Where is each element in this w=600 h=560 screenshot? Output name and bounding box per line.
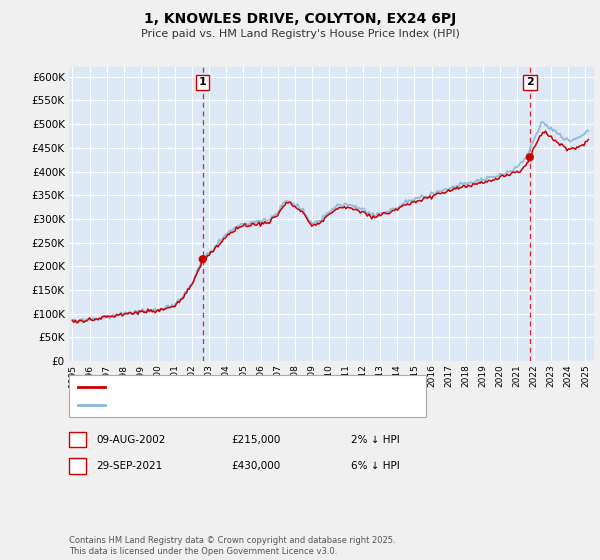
Text: 1: 1 xyxy=(74,435,81,445)
Text: Contains HM Land Registry data © Crown copyright and database right 2025.
This d: Contains HM Land Registry data © Crown c… xyxy=(69,536,395,556)
Text: 1: 1 xyxy=(199,77,206,87)
Text: 2: 2 xyxy=(526,77,534,87)
Text: 09-AUG-2002: 09-AUG-2002 xyxy=(96,435,166,445)
Point xyxy=(525,153,535,162)
Text: HPI: Average price, detached house, East Devon: HPI: Average price, detached house, East… xyxy=(111,400,347,410)
Point xyxy=(198,255,208,264)
Text: 1, KNOWLES DRIVE, COLYTON, EX24 6PJ: 1, KNOWLES DRIVE, COLYTON, EX24 6PJ xyxy=(144,12,456,26)
Text: 2% ↓ HPI: 2% ↓ HPI xyxy=(351,435,400,445)
Text: 6% ↓ HPI: 6% ↓ HPI xyxy=(351,461,400,471)
Text: £215,000: £215,000 xyxy=(231,435,280,445)
Text: Price paid vs. HM Land Registry's House Price Index (HPI): Price paid vs. HM Land Registry's House … xyxy=(140,29,460,39)
Text: 1, KNOWLES DRIVE, COLYTON, EX24 6PJ (detached house): 1, KNOWLES DRIVE, COLYTON, EX24 6PJ (det… xyxy=(111,382,395,392)
Text: 2: 2 xyxy=(74,461,81,471)
Text: 29-SEP-2021: 29-SEP-2021 xyxy=(96,461,162,471)
Text: £430,000: £430,000 xyxy=(231,461,280,471)
